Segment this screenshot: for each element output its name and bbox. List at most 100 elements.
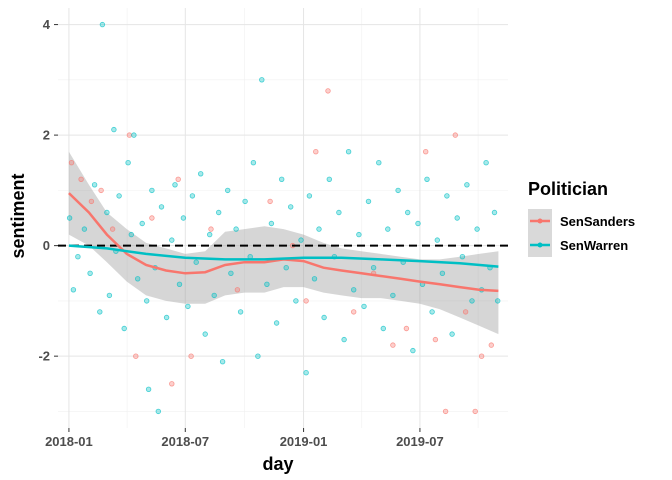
- data-point: [370, 265, 377, 271]
- data-point: [449, 331, 455, 337]
- data-point: [111, 126, 117, 133]
- data-point: [439, 270, 446, 276]
- legend-item-sansers: SenSanders: [528, 209, 635, 233]
- data-point: [264, 281, 270, 287]
- data-point: [321, 314, 327, 321]
- data-point: [469, 298, 475, 304]
- data-point: [311, 276, 318, 282]
- data-point: [169, 237, 175, 243]
- data-point: [133, 353, 139, 359]
- data-point: [98, 187, 104, 194]
- data-point: [390, 342, 396, 348]
- data-point: [126, 132, 133, 138]
- data-point: [234, 287, 241, 293]
- data-points: [66, 21, 501, 415]
- data-point: [303, 298, 309, 304]
- data-point: [483, 159, 489, 166]
- data-point: [325, 88, 331, 94]
- data-point: [158, 204, 165, 210]
- data-point: [97, 309, 103, 315]
- data-point: [259, 77, 265, 83]
- x-tick-label: 2018-01: [45, 434, 93, 449]
- confidence-band: [68, 151, 499, 335]
- data-point: [326, 176, 332, 182]
- data-point: [341, 336, 347, 343]
- data-point: [208, 226, 214, 232]
- legend-item-senwarren: SenWarren: [528, 233, 628, 257]
- data-point: [390, 292, 396, 299]
- data-point: [116, 193, 122, 199]
- data-point: [75, 254, 81, 260]
- x-tick-label: 2019-07: [396, 434, 444, 449]
- data-point: [211, 292, 217, 299]
- data-point: [351, 309, 357, 315]
- legend-key-point: [537, 242, 543, 248]
- data-point: [70, 287, 77, 293]
- data-point: [351, 287, 357, 293]
- data-point: [255, 353, 261, 359]
- data-point: [88, 198, 95, 205]
- data-point: [128, 231, 134, 238]
- data-point: [188, 353, 194, 359]
- data-point: [376, 159, 382, 166]
- trend-line-senwarren: [68, 244, 499, 268]
- trend-lines: [68, 192, 499, 293]
- data-point: [233, 226, 239, 232]
- data-point: [215, 209, 222, 216]
- data-point: [175, 176, 181, 182]
- data-point: [273, 320, 280, 326]
- data-point: [444, 193, 450, 199]
- data-point: [99, 21, 106, 28]
- x-axis-title: day: [262, 454, 293, 474]
- data-point: [356, 231, 362, 238]
- legend-label-senwarren: SenWarren: [560, 238, 628, 253]
- legend-key-point: [537, 218, 543, 224]
- data-point: [155, 408, 161, 415]
- data-point: [193, 259, 199, 265]
- data-point: [250, 159, 257, 166]
- data-point: [279, 176, 285, 182]
- data-point: [125, 159, 131, 166]
- data-point: [459, 254, 466, 260]
- data-point: [424, 176, 430, 182]
- y-tick-label: 2: [43, 128, 50, 143]
- data-point: [306, 193, 313, 199]
- data-point: [452, 132, 458, 138]
- data-point: [472, 408, 478, 415]
- data-point: [345, 148, 352, 155]
- data-point: [163, 314, 170, 321]
- data-point: [464, 182, 470, 188]
- data-point: [228, 270, 234, 276]
- data-point: [189, 193, 196, 199]
- data-point: [267, 198, 273, 205]
- data-point: [134, 276, 141, 282]
- data-point: [313, 148, 319, 155]
- x-tick-label: 2019-01: [280, 434, 328, 449]
- data-point: [149, 187, 155, 194]
- data-point: [361, 303, 367, 310]
- confidence-band-0: [68, 151, 499, 335]
- data-point: [380, 325, 386, 332]
- data-point: [109, 226, 116, 232]
- data-point: [104, 209, 110, 216]
- data-point: [385, 226, 391, 232]
- data-point: [423, 148, 429, 155]
- data-point: [91, 182, 98, 188]
- legend-title: Politician: [528, 179, 608, 199]
- data-point: [474, 226, 480, 232]
- data-point: [405, 209, 411, 216]
- data-point: [139, 220, 145, 227]
- axis-ticks: -2 0 2 4 2018-01 2018-07 2019-01 2019-07: [38, 17, 443, 449]
- legend: Politician SenSanders SenWarren: [528, 179, 635, 257]
- y-axis-title: sentiment: [8, 173, 28, 258]
- data-point: [495, 298, 501, 304]
- y-tick-label: 4: [43, 17, 51, 32]
- data-point: [288, 204, 294, 210]
- data-point: [66, 215, 73, 221]
- data-point: [143, 298, 150, 304]
- data-point: [442, 408, 449, 415]
- data-point: [185, 303, 191, 310]
- data-point: [293, 298, 299, 304]
- data-point: [336, 209, 342, 216]
